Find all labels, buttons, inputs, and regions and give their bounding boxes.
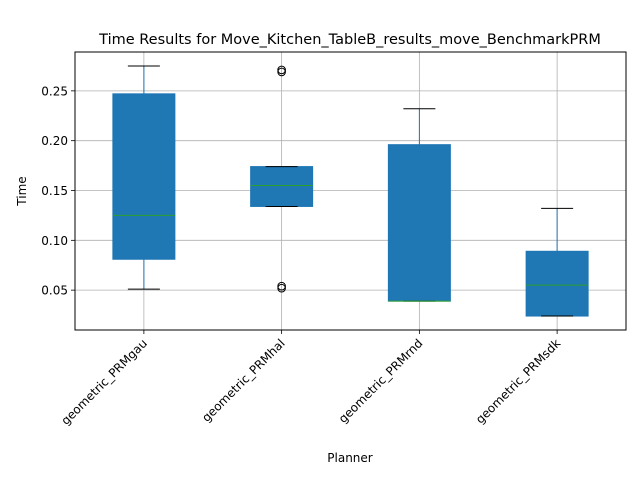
box-layer <box>112 65 589 317</box>
x-tick-label: geometric_PRMsdk <box>473 336 563 426</box>
x-axis-label: Planner <box>327 451 373 465</box>
chart-title: Time Results for Move_Kitchen_TableB_res… <box>98 32 601 48</box>
x-tick-label: geometric_PRMrnd <box>336 336 426 426</box>
box-iqr <box>387 144 451 302</box>
y-tick-label: 0.25 <box>41 84 68 98</box>
plot-area-frame <box>74 51 627 331</box>
x-tick-label: geometric_PRMgau <box>58 336 150 428</box>
y-axis-label: Time <box>15 176 29 206</box>
y-axis-ticks: 0.05 0.10 0.15 0.20 0.25 <box>41 84 75 298</box>
outlier-point <box>277 65 286 75</box>
y-tick-label: 0.10 <box>41 234 68 248</box>
y-tick-label: 0.20 <box>41 134 68 148</box>
box-iqr <box>525 250 589 317</box>
x-tick-label: geometric_PRMhal <box>199 336 288 425</box>
y-tick-label: 0.15 <box>41 184 68 198</box>
x-axis-ticks: geometric_PRMgau geometric_PRMhal geometri… <box>58 330 563 428</box>
box-iqr <box>250 166 314 207</box>
y-tick-label: 0.05 <box>41 284 68 298</box>
box-iqr <box>112 93 176 260</box>
outlier-point <box>277 281 286 291</box>
